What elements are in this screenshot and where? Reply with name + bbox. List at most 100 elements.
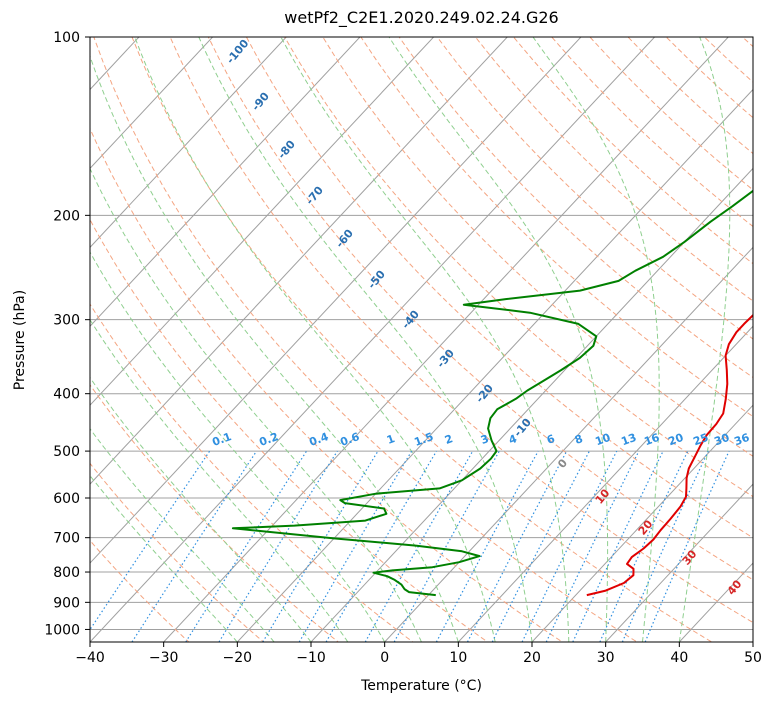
moist-adiabat-line — [90, 251, 386, 642]
mixing-ratio-line — [393, 450, 500, 642]
mixing-ratio-line — [298, 450, 413, 642]
mixing-ratio-label: 20 — [666, 431, 685, 449]
dry-adiabat-line — [436, 37, 753, 340]
dry-adiabat-line — [90, 384, 340, 642]
x-axis-label: Temperature (°C) — [361, 678, 482, 694]
moist-adiabat-line — [678, 37, 731, 642]
isotherm-line — [604, 483, 753, 642]
mixing-ratio-label: 25 — [691, 431, 710, 448]
isotherm-label: -40 — [399, 308, 422, 332]
mixing-ratio-line — [599, 450, 689, 642]
x-tick-label: −20 — [223, 650, 253, 666]
dry-adiabat-line — [551, 37, 753, 228]
y-tick-label: 900 — [53, 595, 80, 611]
mixing-ratio-line — [131, 450, 258, 642]
dry-adiabat-line — [474, 37, 753, 302]
isotherm-line — [236, 88, 753, 642]
mixing-ratio-line — [466, 450, 568, 642]
y-tick-label: 100 — [53, 30, 80, 46]
moist-adiabat-line — [134, 37, 496, 642]
mixing-ratio-line — [521, 450, 618, 642]
isotherm-label: -70 — [303, 184, 326, 208]
isotherm-line — [752, 641, 753, 642]
mixing-ratio-label: 8 — [573, 432, 585, 447]
mixing-ratio-label: 0.4 — [307, 430, 330, 449]
dry-adiabat-line — [90, 303, 414, 642]
dry-adiabat-line — [90, 539, 190, 642]
moist-adiabat-line — [90, 54, 459, 642]
dry-adiabat-line — [665, 37, 753, 119]
isotherm-line — [90, 37, 582, 564]
moist-adiabat-line — [90, 318, 349, 642]
moist-adiabat-line — [90, 376, 312, 642]
isotherm-label: -100 — [224, 37, 252, 67]
isotherm-line — [0, 10, 91, 654]
y-tick-label: 700 — [53, 531, 80, 547]
isotherm-line — [457, 325, 753, 642]
moist-adiabat-line — [90, 167, 422, 642]
dry-adiabat-line — [93, 37, 638, 642]
moist-adiabat-line — [198, 37, 533, 642]
isotherm-label: -90 — [249, 90, 272, 114]
x-tick-label: 50 — [744, 650, 762, 666]
mixing-ratio-line — [364, 450, 474, 642]
moist-adiabat-line — [90, 474, 238, 642]
mixing-ratio-line — [435, 450, 539, 642]
dry-adiabat-line — [90, 218, 489, 642]
isotherm-label: -30 — [434, 347, 457, 371]
isotherm-label: 40 — [725, 577, 745, 597]
mixing-ratio-label: 10 — [593, 431, 612, 449]
y-tick-label: 200 — [53, 208, 80, 224]
mixing-ratio-label: 2 — [443, 432, 455, 447]
moist-adiabat-line — [532, 37, 660, 642]
y-tick-label: 1000 — [44, 622, 80, 638]
isotherm-line — [531, 404, 753, 642]
mixing-ratio-line — [262, 450, 379, 642]
mixing-ratio-label: 30 — [712, 431, 731, 449]
temperature-profile — [586, 313, 753, 597]
mixing-ratio-label: 13 — [619, 431, 638, 448]
mixing-ratio-line — [621, 450, 709, 642]
dry-adiabat-line — [131, 37, 713, 642]
mixing-ratio-label: 0.6 — [338, 430, 361, 449]
mixing-ratio-label: 4 — [507, 432, 519, 447]
moist-adiabat-line — [90, 427, 275, 642]
mixing-ratio-label: 3 — [479, 432, 491, 447]
dry-adiabat-line — [284, 37, 753, 498]
isotherm-line — [0, 10, 17, 654]
mixing-ratio-label: 0.2 — [257, 430, 280, 449]
mixing-ratio-label: 16 — [642, 431, 661, 449]
mixing-ratio-line — [572, 450, 664, 642]
x-tick-label: 20 — [523, 650, 541, 666]
dry-adiabat-line — [169, 37, 753, 624]
isotherm-line — [162, 37, 729, 642]
isotherm-label: -80 — [275, 138, 298, 162]
mixing-ratio-label: 0.1 — [210, 430, 233, 449]
x-tick-label: −10 — [296, 650, 326, 666]
mixing-ratio-label: 6 — [545, 432, 557, 447]
isotherm-label: -50 — [365, 268, 388, 292]
isotherm-line — [90, 37, 361, 328]
isotherm-label: 10 — [593, 486, 613, 506]
mixing-ratio-line — [218, 450, 338, 642]
moist-adiabat-line — [388, 37, 609, 642]
chart-title: wetPf2_C2E1.2020.249.02.24.G26 — [284, 8, 559, 27]
x-tick-label: 30 — [597, 650, 615, 666]
dry-adiabat-line — [398, 37, 753, 379]
mixing-ratio-line — [644, 450, 730, 642]
isotherm-line — [90, 37, 435, 406]
y-tick-label: 600 — [53, 491, 80, 507]
plot-frame — [89, 36, 754, 643]
x-tick-label: −40 — [75, 650, 105, 666]
dry-adiabat-line — [207, 37, 753, 581]
dewpoint-profile — [231, 189, 753, 597]
x-tick-label: 40 — [670, 650, 688, 666]
isotherm-line — [90, 37, 214, 170]
isotherm-line — [90, 37, 287, 249]
isotherm-line — [310, 167, 753, 642]
x-tick-label: −30 — [149, 650, 179, 666]
isotherm-label: 0 — [555, 456, 570, 470]
mixing-ratio-line — [491, 450, 590, 642]
isotherm-label: 30 — [680, 547, 700, 567]
